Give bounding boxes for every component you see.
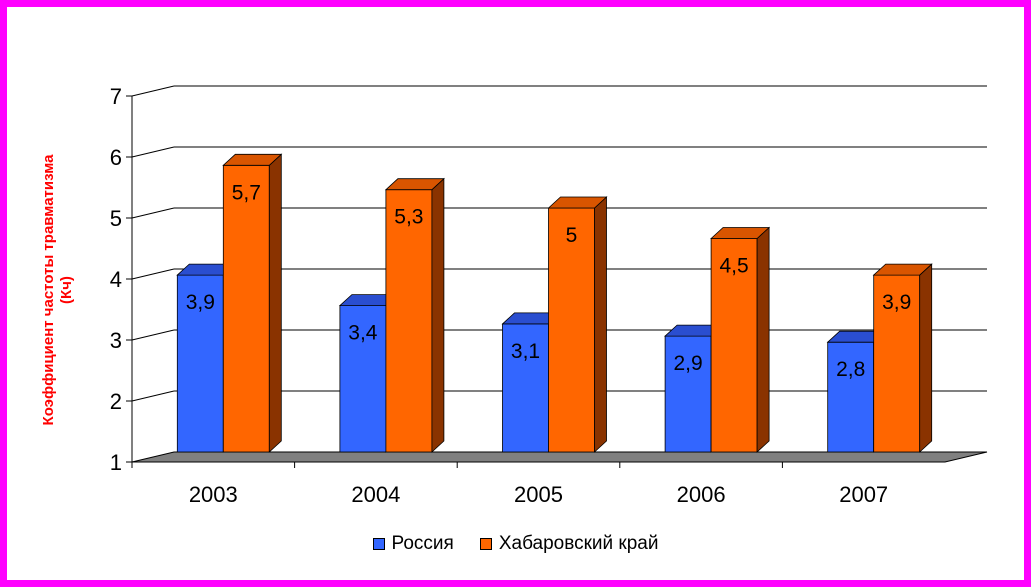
gridline-side: [131, 146, 175, 158]
bar-front: [827, 341, 875, 453]
bar-front: [664, 335, 712, 453]
legend-swatch-russia: [372, 538, 385, 550]
bar-front: [222, 164, 270, 453]
bar-side: [756, 226, 770, 453]
bar-front: [502, 323, 549, 453]
chart-floor: [131, 451, 988, 463]
y-tick-label: 4: [110, 267, 122, 292]
bar-front: [176, 274, 224, 453]
y-tick-label: 3: [110, 328, 122, 353]
data-labels: 3,9 5,7 3,4 5,3 3,1 5 2,9 4,5 2,8 3,9: [186, 181, 912, 381]
legend: Россия Хабаровский край: [0, 533, 1031, 555]
data-label: 3,4: [348, 322, 378, 345]
data-label: 5,3: [394, 206, 423, 229]
bar: [872, 263, 933, 453]
bar-top: [384, 178, 445, 191]
bar-top: [547, 196, 608, 209]
data-label: 4,5: [719, 255, 748, 278]
y-tick-label: 5: [110, 206, 122, 231]
x-tick-labels: 2003 2004 2005 2006 2007: [189, 482, 888, 507]
bar-side: [431, 177, 445, 453]
gridline-side: [131, 329, 175, 341]
floor-plane: [131, 451, 988, 463]
bar-front: [710, 238, 758, 453]
y-tick-label: 6: [110, 145, 122, 170]
bars: [176, 153, 933, 453]
bar-front: [548, 207, 595, 453]
bar: [547, 196, 608, 453]
y-tick-label: 7: [110, 84, 122, 109]
legend-item-khabarovsk: Хабаровский край: [479, 533, 659, 555]
data-label: 2,9: [673, 352, 702, 375]
gridline-side: [131, 207, 175, 219]
data-label: 3,9: [186, 291, 215, 314]
x-tick-label: 2003: [189, 482, 238, 507]
data-label: 5,7: [232, 181, 261, 204]
bar-side: [268, 153, 282, 453]
bar-top: [872, 263, 933, 276]
data-label: 3,1: [511, 340, 540, 363]
legend-label-khabarovsk: Хабаровский край: [498, 533, 659, 554]
axes: [126, 95, 945, 468]
data-label: 3,9: [882, 291, 911, 314]
y-tick-labels: 1 2 3 4 5 6 7: [110, 84, 122, 475]
bar: [384, 177, 445, 453]
gridline-side: [131, 390, 175, 402]
gridline-side: [131, 268, 175, 280]
legend-label-russia: Россия: [391, 533, 454, 554]
gridline-side: [131, 85, 175, 97]
y-axis-label: Коэффициент частоты травматизма (Кч): [40, 154, 75, 426]
x-tick-label: 2007: [839, 482, 888, 507]
legend-item-russia: Россия: [372, 533, 454, 555]
bar: [710, 226, 771, 453]
bar-front: [385, 189, 433, 453]
data-label: 5: [566, 224, 578, 247]
data-label: 2,8: [836, 358, 865, 381]
legend-swatch-khabarovsk: [479, 538, 492, 550]
x-tick-label: 2005: [514, 482, 563, 507]
y-tick-label: 1: [110, 450, 122, 475]
bar-side: [919, 263, 933, 453]
x-tick-label: 2004: [351, 482, 400, 507]
bar-top: [222, 153, 283, 166]
x-tick-label: 2006: [677, 482, 726, 507]
bar-front: [339, 305, 387, 453]
bar-top: [710, 227, 771, 239]
y-tick-label: 2: [110, 389, 122, 414]
bar: [222, 153, 283, 453]
bar-front: [873, 274, 921, 453]
bar-side: [594, 196, 607, 453]
